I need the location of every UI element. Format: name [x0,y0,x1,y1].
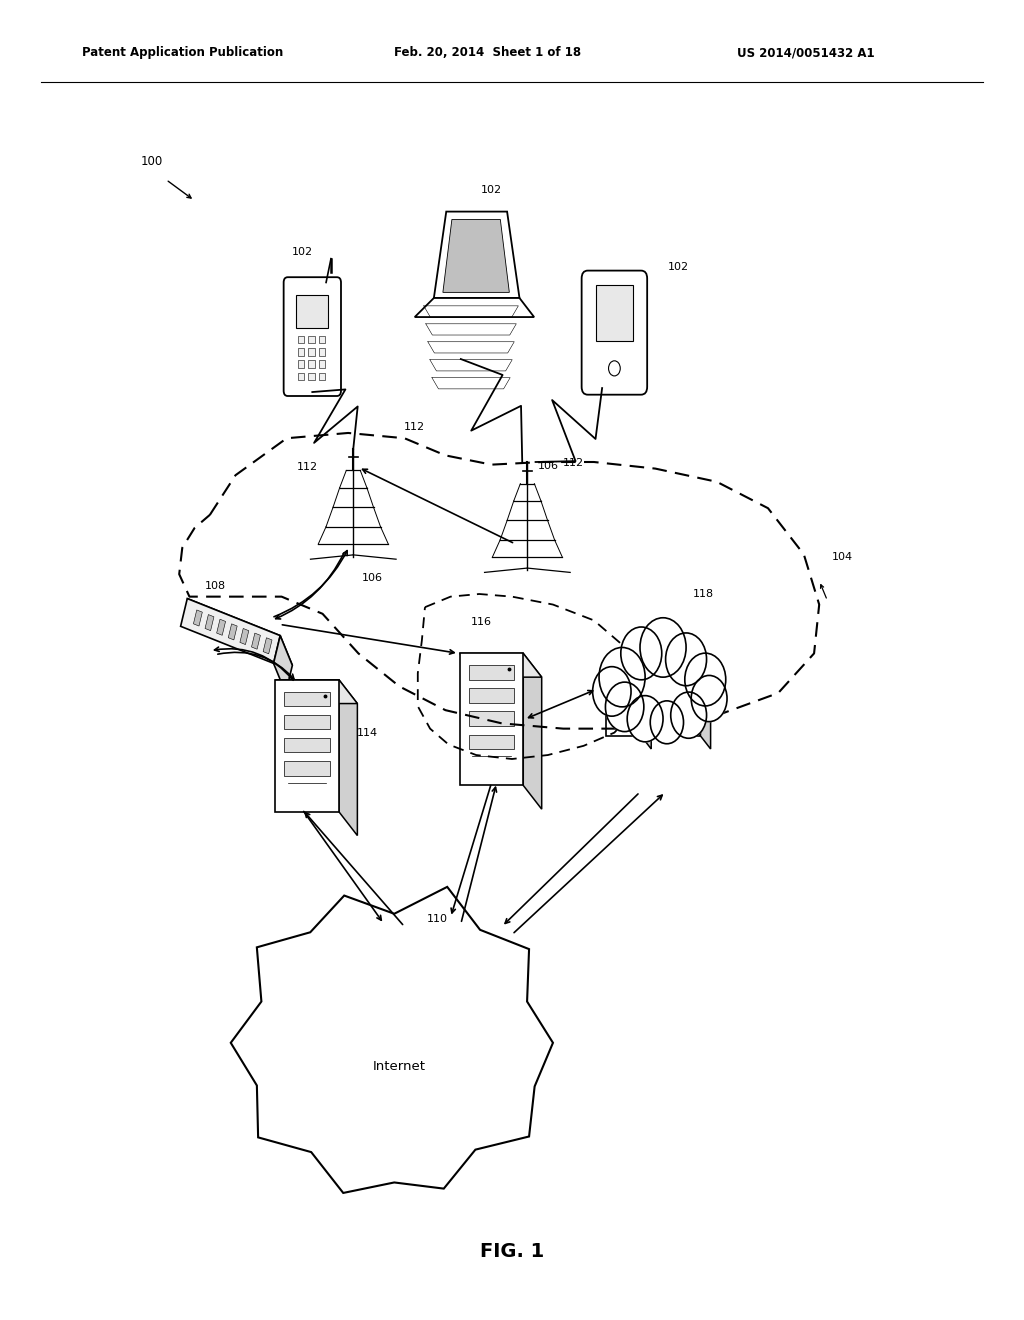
Bar [611,669,636,678]
Polygon shape [187,598,293,665]
FancyBboxPatch shape [284,277,341,396]
Bar [611,708,636,715]
Polygon shape [275,680,357,704]
Text: Feb. 20, 2014  Sheet 1 of 18: Feb. 20, 2014 Sheet 1 of 18 [394,46,582,59]
Bar [285,692,330,706]
Circle shape [650,701,684,743]
Bar [298,348,304,355]
Circle shape [685,653,726,706]
Text: 112: 112 [404,422,425,433]
Polygon shape [442,219,509,293]
Text: 112: 112 [297,462,317,473]
Bar [596,285,633,342]
Bar [469,734,514,750]
Bar [671,708,695,715]
FancyBboxPatch shape [582,271,647,395]
Bar [671,696,695,704]
Bar [285,760,330,776]
Polygon shape [666,663,711,676]
Circle shape [605,682,644,731]
Polygon shape [180,598,281,664]
Circle shape [666,634,707,686]
Bar [275,680,339,812]
Polygon shape [228,624,238,640]
Text: 108: 108 [205,581,225,591]
Bar [298,360,304,368]
Circle shape [691,676,727,722]
Bar [298,335,304,343]
Polygon shape [230,887,553,1193]
Bar [666,664,700,737]
Polygon shape [205,615,214,631]
Polygon shape [273,636,293,693]
Text: 118: 118 [693,589,714,599]
Bar [318,348,325,355]
Text: Patent Application Publication: Patent Application Publication [82,46,284,59]
Bar [318,335,325,343]
Bar [460,653,523,785]
Text: 104: 104 [831,552,853,562]
Text: 106: 106 [538,461,559,471]
Bar [308,372,314,380]
Bar [606,664,641,737]
Polygon shape [263,638,272,653]
Bar [308,360,314,368]
Bar [318,372,325,380]
Text: 102: 102 [292,247,312,257]
Polygon shape [217,619,225,635]
Polygon shape [252,634,260,649]
Circle shape [640,618,686,677]
Bar [308,335,314,343]
Circle shape [627,696,664,742]
Bar [318,360,325,368]
Polygon shape [434,211,519,298]
Polygon shape [641,663,651,748]
Bar [469,711,514,726]
Circle shape [621,627,662,680]
Text: 102: 102 [668,261,689,272]
Polygon shape [606,663,651,676]
Polygon shape [240,628,249,644]
Text: 102: 102 [481,185,502,195]
Polygon shape [194,610,203,626]
Bar [285,715,330,729]
Bar [671,682,695,690]
Text: 100: 100 [140,154,163,168]
Circle shape [671,692,707,738]
Text: FIG. 1: FIG. 1 [480,1242,544,1261]
Circle shape [593,667,631,717]
Text: 110: 110 [427,913,447,924]
Bar [296,296,329,327]
Bar [671,669,695,678]
Bar [285,738,330,752]
Bar [611,682,636,690]
Text: 106: 106 [361,573,383,583]
Text: 114: 114 [356,727,378,738]
Polygon shape [523,653,542,809]
Bar [308,348,314,355]
Bar [611,696,636,704]
Bar [298,372,304,380]
Text: US 2014/0051432 A1: US 2014/0051432 A1 [737,46,874,59]
Text: 116: 116 [471,616,492,627]
Circle shape [608,360,621,376]
Bar [469,665,514,680]
Text: Internet: Internet [373,1060,426,1073]
Circle shape [633,653,688,726]
Polygon shape [460,653,542,677]
Polygon shape [415,298,535,317]
Circle shape [599,647,645,708]
Text: 112: 112 [562,458,584,469]
Polygon shape [339,680,357,836]
Bar [469,689,514,704]
Polygon shape [700,663,711,748]
